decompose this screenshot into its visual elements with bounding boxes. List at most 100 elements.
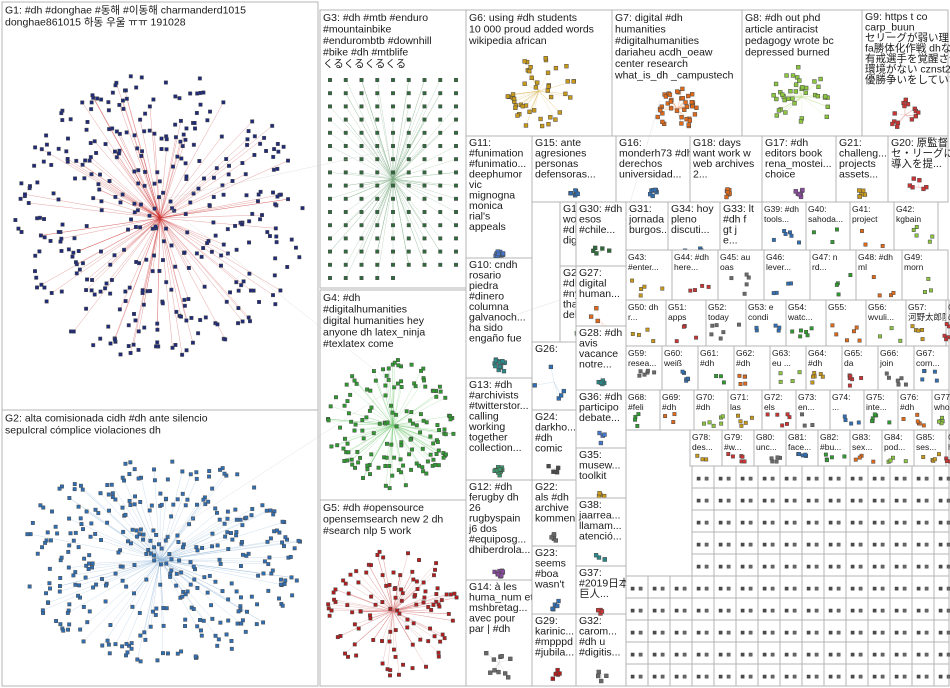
node[interactable] [890, 121, 895, 127]
node[interactable] [638, 586, 643, 591]
node[interactable] [56, 229, 61, 234]
node[interactable] [638, 652, 643, 657]
node[interactable] [375, 196, 380, 201]
node[interactable] [411, 577, 416, 582]
node[interactable] [286, 158, 290, 163]
node[interactable] [236, 288, 241, 293]
node[interactable] [175, 497, 180, 502]
node[interactable] [207, 203, 212, 208]
node[interactable] [132, 201, 137, 206]
node[interactable] [432, 573, 436, 578]
node[interactable] [223, 337, 228, 342]
node[interactable] [393, 595, 398, 600]
node[interactable] [274, 234, 279, 239]
node[interactable] [863, 242, 868, 247]
node[interactable] [828, 652, 833, 657]
node[interactable] [386, 366, 391, 371]
node[interactable] [173, 342, 178, 347]
node[interactable] [806, 608, 811, 613]
node[interactable] [748, 564, 753, 569]
node[interactable] [375, 183, 380, 188]
node[interactable] [359, 104, 364, 109]
node[interactable] [391, 130, 395, 135]
node[interactable] [207, 469, 212, 474]
node[interactable] [383, 464, 388, 468]
node[interactable] [41, 505, 46, 510]
node[interactable] [529, 75, 534, 80]
node[interactable] [358, 609, 363, 614]
node[interactable] [80, 100, 85, 105]
node[interactable] [155, 340, 160, 345]
node[interactable] [262, 135, 267, 140]
node[interactable] [568, 95, 573, 100]
node[interactable] [452, 591, 457, 596]
node[interactable] [391, 210, 395, 214]
node[interactable] [740, 630, 745, 635]
node[interactable] [742, 374, 747, 379]
node[interactable] [438, 170, 443, 175]
node[interactable] [33, 269, 37, 274]
node[interactable] [182, 303, 187, 308]
node[interactable] [262, 559, 267, 564]
node[interactable] [183, 503, 188, 508]
node[interactable] [454, 249, 458, 254]
node[interactable] [84, 509, 89, 514]
node[interactable] [638, 674, 643, 679]
node[interactable] [818, 76, 823, 82]
node[interactable] [406, 551, 410, 556]
node[interactable] [630, 652, 635, 657]
node[interactable] [329, 444, 334, 449]
node[interactable] [224, 157, 229, 161]
node[interactable] [696, 652, 701, 657]
node[interactable] [946, 520, 950, 525]
node[interactable] [607, 248, 612, 253]
node[interactable] [83, 575, 88, 580]
node[interactable] [431, 441, 436, 446]
node[interactable] [399, 470, 404, 475]
node[interactable] [522, 81, 527, 86]
node[interactable] [203, 502, 208, 507]
node[interactable] [720, 414, 725, 419]
node[interactable] [418, 430, 423, 435]
node[interactable] [126, 227, 131, 232]
node[interactable] [858, 564, 863, 569]
node[interactable] [548, 94, 554, 100]
node[interactable] [422, 78, 427, 82]
node[interactable] [160, 651, 165, 656]
node[interactable] [380, 600, 385, 605]
node[interactable] [418, 412, 423, 417]
node[interactable] [448, 414, 452, 418]
node[interactable] [915, 419, 920, 424]
node[interactable] [437, 384, 442, 389]
node[interactable] [902, 520, 907, 525]
node[interactable] [224, 632, 229, 637]
node[interactable] [388, 673, 392, 678]
node[interactable] [924, 564, 929, 569]
node[interactable] [740, 520, 745, 525]
node[interactable] [436, 448, 441, 453]
node[interactable] [39, 147, 44, 152]
node[interactable] [824, 114, 829, 120]
node[interactable] [359, 78, 364, 82]
node[interactable] [423, 384, 428, 389]
node[interactable] [164, 561, 169, 566]
node[interactable] [593, 553, 599, 558]
node[interactable] [68, 117, 73, 122]
node[interactable] [289, 237, 294, 242]
node[interactable] [132, 210, 137, 215]
node[interactable] [104, 583, 108, 588]
node[interactable] [37, 215, 42, 220]
node[interactable] [858, 520, 863, 525]
node[interactable] [433, 462, 438, 467]
node[interactable] [432, 634, 437, 639]
node[interactable] [377, 549, 382, 554]
node[interactable] [636, 412, 641, 417]
node[interactable] [770, 630, 775, 635]
node[interactable] [748, 630, 753, 635]
node[interactable] [107, 127, 112, 132]
node[interactable] [809, 326, 814, 331]
node[interactable] [940, 415, 944, 420]
node[interactable] [872, 476, 877, 481]
node[interactable] [375, 249, 380, 254]
node[interactable] [842, 454, 847, 459]
